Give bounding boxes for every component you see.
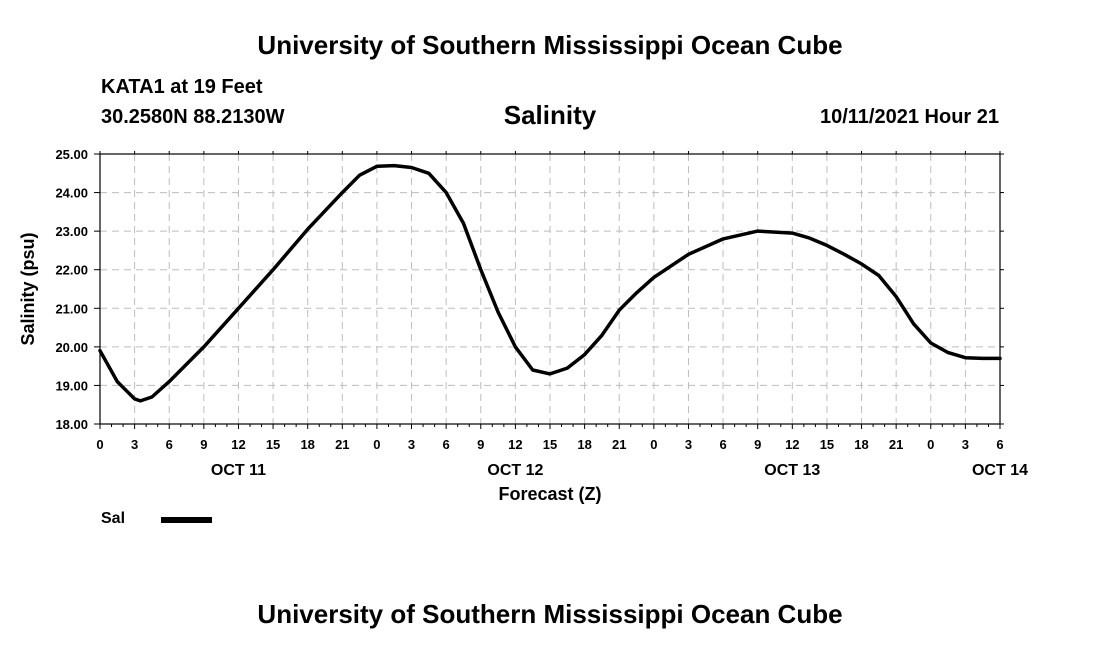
x-tick-label: 6	[166, 437, 173, 452]
y-tick-label: 20.00	[55, 340, 88, 355]
x-tick-label: 18	[854, 437, 868, 452]
x-tick-label: 21	[612, 437, 626, 452]
series-line-sal	[98, 163, 1002, 403]
x-tick-label: 21	[889, 437, 903, 452]
x-tick-label: 15	[820, 437, 834, 452]
variable-title: Salinity	[503, 100, 597, 130]
x-tick-label: 6	[443, 437, 450, 452]
x-tick-label: 0	[650, 437, 657, 452]
x-tick-label: 3	[962, 437, 969, 452]
x-tick-label: 21	[335, 437, 349, 452]
x-tick-label: 18	[577, 437, 591, 452]
plot-frame	[99, 153, 1001, 425]
date-label: OCT 14	[972, 462, 1028, 479]
x-tick-label: 12	[785, 437, 799, 452]
x-tick-label: 0	[96, 437, 103, 452]
x-tick-label: 15	[266, 437, 280, 452]
date-label: OCT 12	[487, 462, 543, 479]
x-tick-label: 3	[408, 437, 415, 452]
y-tick-label: 22.00	[55, 263, 88, 278]
forecast-datetime: 10/11/2021 Hour 21	[819, 106, 999, 128]
legend-line-swatch	[161, 517, 212, 523]
x-tick-label: 6	[996, 437, 1003, 452]
label-layer: 18.00 19.00 20.00 21.00 22.00 23.00 24.00 25.00…	[18, 147, 1028, 504]
chart-main-title: University of Southern Mississippi Ocean…	[257, 30, 843, 60]
footer-title: University of Southern Mississippi Ocean…	[257, 599, 843, 629]
station-coordinates: 30.2580N 88.2130W	[101, 106, 285, 128]
x-tick-label: 12	[508, 437, 522, 452]
series-layer	[98, 163, 1002, 403]
x-tick-label: 0	[373, 437, 380, 452]
axis-layer	[94, 151, 1004, 429]
x-axis-title: Forecast (Z)	[498, 484, 601, 504]
y-tick-label: 23.00	[55, 224, 88, 239]
x-tick-label: 3	[131, 437, 138, 452]
x-tick-label: 15	[543, 437, 557, 452]
date-label: OCT 11	[211, 462, 266, 479]
x-tick-label: 9	[477, 437, 484, 452]
x-tick-label: 9	[754, 437, 761, 452]
y-tick-label: 18.00	[55, 417, 88, 432]
y-tick-label: 24.00	[55, 186, 88, 201]
y-axis-title: Salinity (psu)	[18, 232, 38, 345]
x-tick-label: 12	[231, 437, 245, 452]
y-tick-label: 19.00	[55, 378, 88, 393]
station-label: KATA1 at 19 Feet	[101, 76, 263, 98]
x-tick-label: 3	[685, 437, 692, 452]
grid-layer	[100, 154, 1000, 424]
x-tick-label: 9	[200, 437, 207, 452]
x-tick-label: 18	[300, 437, 314, 452]
y-tick-label: 21.00	[55, 301, 88, 316]
date-label: OCT 13	[764, 462, 820, 479]
y-tick-label: 25.00	[55, 147, 88, 162]
x-tick-label: 0	[927, 437, 934, 452]
legend-label: Sal	[101, 510, 126, 527]
x-tick-label: 6	[719, 437, 726, 452]
